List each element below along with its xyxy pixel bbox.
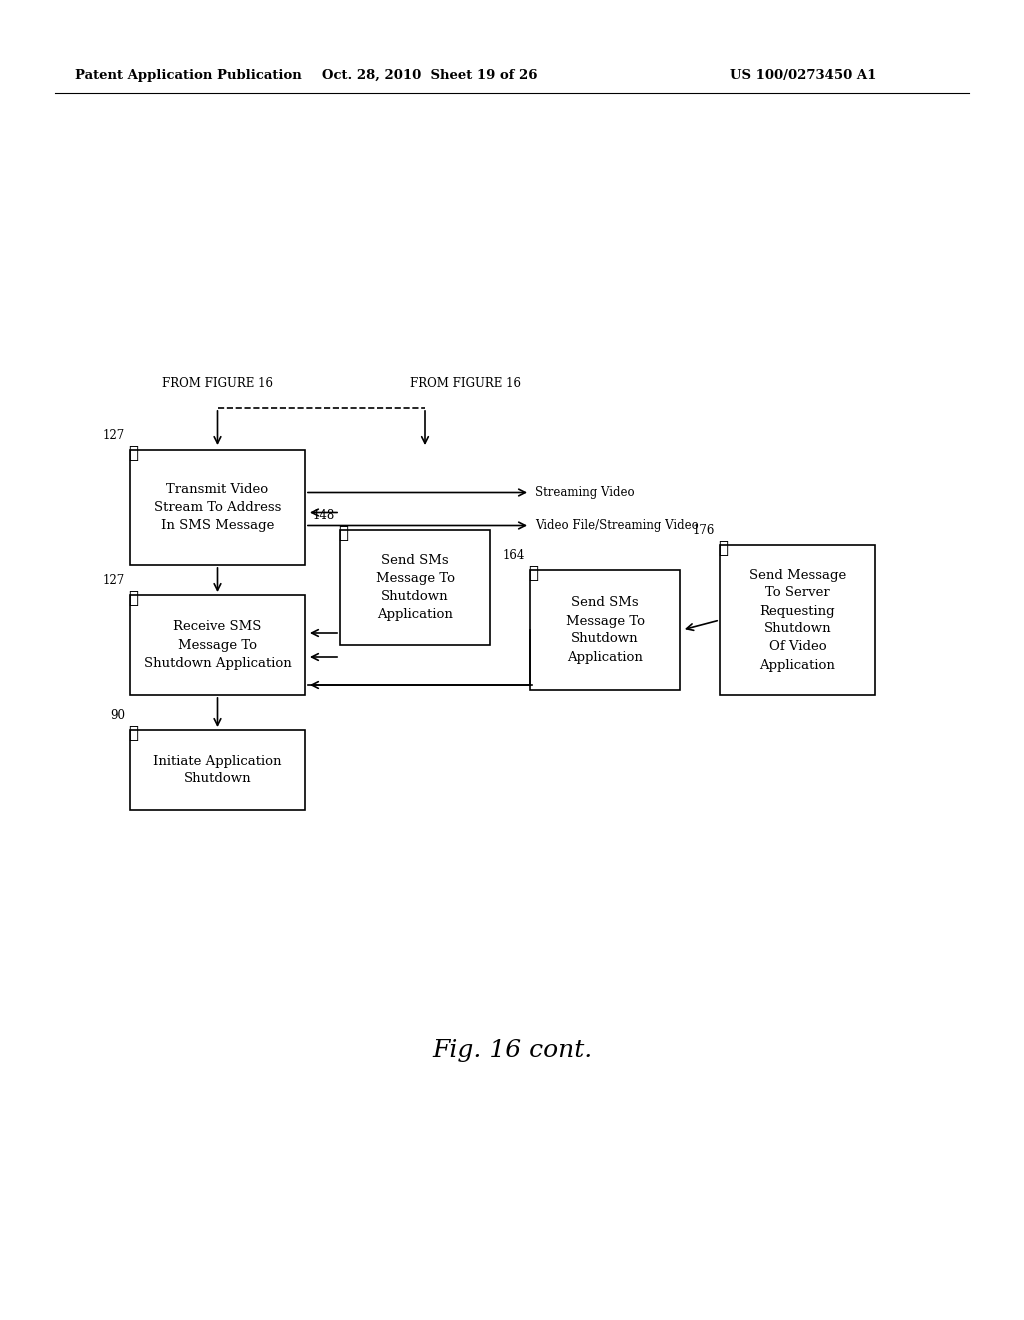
Text: Streaming Video: Streaming Video xyxy=(535,486,635,499)
Text: Patent Application Publication: Patent Application Publication xyxy=(75,69,302,82)
Text: Fig. 16 cont.: Fig. 16 cont. xyxy=(432,1039,592,1061)
Text: ⸻: ⸻ xyxy=(128,590,138,607)
Text: Transmit Video
Stream To Address
In SMS Message: Transmit Video Stream To Address In SMS … xyxy=(154,483,282,532)
Text: ⸻: ⸻ xyxy=(528,565,538,582)
Text: Send Message
To Server
Requesting
Shutdown
Of Video
Application: Send Message To Server Requesting Shutdo… xyxy=(749,569,846,672)
Bar xyxy=(720,545,874,696)
Text: 164: 164 xyxy=(503,549,525,562)
Bar xyxy=(530,570,680,690)
Text: Oct. 28, 2010  Sheet 19 of 26: Oct. 28, 2010 Sheet 19 of 26 xyxy=(323,69,538,82)
Text: Receive SMS
Message To
Shutdown Application: Receive SMS Message To Shutdown Applicat… xyxy=(143,620,292,669)
Text: ⸻: ⸻ xyxy=(128,725,138,742)
Text: 127: 127 xyxy=(102,429,125,442)
Text: 176: 176 xyxy=(692,524,715,537)
Text: ⸻: ⸻ xyxy=(718,540,728,557)
Text: FROM FIGURE 16: FROM FIGURE 16 xyxy=(163,378,273,389)
Text: Video File/Streaming Video: Video File/Streaming Video xyxy=(535,519,698,532)
Bar xyxy=(340,531,490,645)
Text: FROM FIGURE 16: FROM FIGURE 16 xyxy=(410,378,521,389)
Text: 148: 148 xyxy=(312,510,335,521)
Bar xyxy=(130,450,305,565)
Text: ⸻: ⸻ xyxy=(128,445,138,462)
Text: ⸻: ⸻ xyxy=(338,525,348,543)
Text: US 100/0273450 A1: US 100/0273450 A1 xyxy=(730,69,877,82)
Text: Send SMs
Message To
Shutdown
Application: Send SMs Message To Shutdown Application xyxy=(565,597,644,664)
Text: Send SMs
Message To
Shutdown
Application: Send SMs Message To Shutdown Application xyxy=(376,554,455,620)
Text: Initiate Application
Shutdown: Initiate Application Shutdown xyxy=(154,755,282,785)
Text: 90: 90 xyxy=(110,709,125,722)
Text: 127: 127 xyxy=(102,574,125,587)
Bar xyxy=(130,595,305,696)
Bar xyxy=(130,730,305,810)
